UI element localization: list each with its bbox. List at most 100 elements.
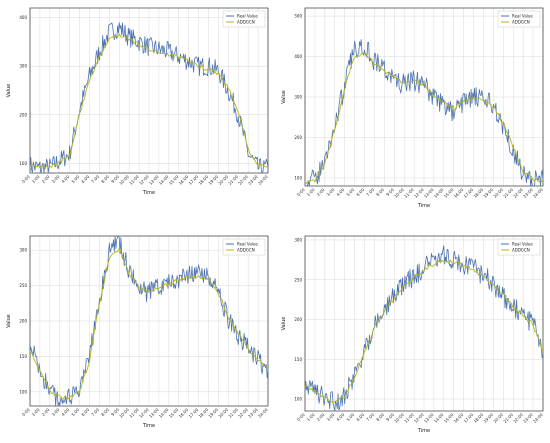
x-tick-label: 17:00 (188, 174, 200, 186)
x-axis-label: Time (417, 428, 430, 434)
y-tick-label: 100 (294, 175, 302, 180)
series-line-addgcn (29, 248, 269, 400)
y-tick-label: 300 (19, 64, 27, 69)
plot-frame (29, 235, 269, 407)
x-tick-label: 21:00 (502, 187, 514, 199)
x-tick-label: 20:00 (217, 407, 229, 419)
x-tick-label: 8:00 (100, 407, 110, 417)
x-tick-label: 12:00 (413, 187, 425, 199)
y-tick-label: 200 (294, 135, 302, 140)
x-tick-label: 5:00 (70, 174, 80, 184)
x-tick-label: 19:00 (207, 407, 219, 419)
plot-frame (29, 7, 269, 174)
x-tick-label: 19:00 (482, 412, 494, 424)
x-tick-label: 2:00 (316, 412, 326, 422)
x-tick-label: 0:00 (21, 407, 31, 417)
y-tick-label: 200 (294, 317, 302, 322)
x-tick-label: 0:00 (296, 412, 306, 422)
x-tick-label: 14:00 (158, 174, 170, 186)
x-tick-label: 4:00 (335, 412, 345, 422)
x-tick-label: 23:00 (247, 407, 259, 419)
y-tick-label: 100 (19, 389, 27, 394)
x-axis-label: Time (142, 190, 155, 196)
x-tick-label: 16:00 (453, 187, 465, 199)
x-tick-label: 16:00 (178, 174, 190, 186)
x-tick-label: 12:00 (138, 407, 150, 419)
x-tick-label: 18:00 (198, 174, 210, 186)
x-tick-label: 18:00 (473, 187, 485, 199)
x-tick-label: 8:00 (375, 187, 385, 197)
x-tick-label: 13:00 (148, 174, 160, 186)
x-tick-label: 24:00 (532, 412, 544, 424)
x-tick-label: 14:00 (433, 187, 445, 199)
x-axis-label: Time (142, 423, 155, 429)
x-tick-label: 15:00 (168, 407, 180, 419)
plot-frame (304, 235, 544, 412)
x-tick-label: 3:00 (51, 407, 61, 417)
chart-panel-4: 100 150 200 250 300 0:00 1:00 2:00 3:00 4:00 5:00 6… (281, 235, 544, 434)
x-tick-label: 24:00 (532, 187, 544, 199)
x-tick-label: 23:00 (522, 187, 534, 199)
x-tick-label: 6:00 (80, 407, 90, 417)
x-tick-label: 1:00 (306, 187, 316, 197)
y-tick-label: 100 (19, 161, 27, 166)
chart-panel-2: 100 200 300 400 500 0:00 1:00 2:00 3:00 4:00 5:00 6… (281, 7, 544, 209)
x-tick-label: 10:00 (393, 412, 405, 424)
legend-entry: ADDGCN (237, 20, 255, 25)
x-tick-label: 13:00 (423, 412, 435, 424)
plot-frame (304, 7, 544, 187)
x-tick-label: 24:00 (257, 174, 269, 186)
x-tick-label: 7:00 (90, 407, 100, 417)
x-tick-label: 2:00 (316, 187, 326, 197)
y-tick-label: 150 (294, 357, 302, 362)
x-tick-label: 3:00 (51, 174, 61, 184)
legend-entry: Real Value (237, 14, 258, 19)
x-tick-label: 11:00 (128, 174, 140, 186)
x-tick-label: 10:00 (118, 407, 130, 419)
x-tick-label: 7:00 (365, 412, 375, 422)
y-tick-label: 300 (19, 248, 27, 253)
series-line-addgcn (304, 259, 544, 404)
x-tick-label: 6:00 (80, 174, 90, 184)
x-tick-label: 6:00 (355, 187, 365, 197)
y-axis-label: Value (281, 90, 287, 104)
y-axis-label: Value (281, 317, 287, 331)
series-line-real-value (29, 22, 269, 174)
legend (497, 10, 541, 28)
x-tick-label: 21:00 (227, 174, 239, 186)
x-tick-label: 24:00 (257, 407, 269, 419)
legend (497, 238, 541, 256)
x-tick-label: 7:00 (90, 174, 100, 184)
legend-entry: ADDGCN (237, 248, 255, 253)
x-tick-label: 19:00 (207, 174, 219, 186)
x-tick-label: 1:00 (31, 174, 41, 184)
x-tick-label: 21:00 (502, 412, 514, 424)
legend (222, 10, 266, 28)
legend (222, 238, 266, 256)
x-tick-label: 16:00 (178, 407, 190, 419)
x-tick-label: 5:00 (345, 412, 355, 422)
x-tick-label: 0:00 (296, 187, 306, 197)
y-tick-label: 200 (19, 319, 27, 324)
x-tick-label: 13:00 (423, 187, 435, 199)
x-tick-label: 8:00 (100, 174, 110, 184)
x-tick-label: 11:00 (403, 187, 415, 199)
chart-panel-1: 100 200 300 400 0:00 1:00 2:00 3:00 4:00 5:00 6:00… (6, 7, 269, 196)
y-tick-label: 200 (19, 112, 27, 117)
x-tick-label: 1:00 (31, 407, 41, 417)
x-axis-label: Time (417, 203, 430, 209)
x-tick-label: 14:00 (158, 407, 170, 419)
series-line-real-value (29, 235, 269, 407)
x-tick-label: 22:00 (237, 174, 249, 186)
y-tick-label: 300 (294, 95, 302, 100)
x-tick-label: 16:00 (453, 412, 465, 424)
x-tick-label: 20:00 (492, 187, 504, 199)
x-tick-label: 8:00 (375, 412, 385, 422)
x-tick-label: 0:00 (21, 174, 31, 184)
y-axis-label: Value (6, 84, 12, 98)
x-tick-label: 15:00 (168, 174, 180, 186)
y-tick-label: 100 (294, 397, 302, 402)
x-tick-label: 5:00 (345, 187, 355, 197)
x-tick-label: 18:00 (473, 412, 485, 424)
